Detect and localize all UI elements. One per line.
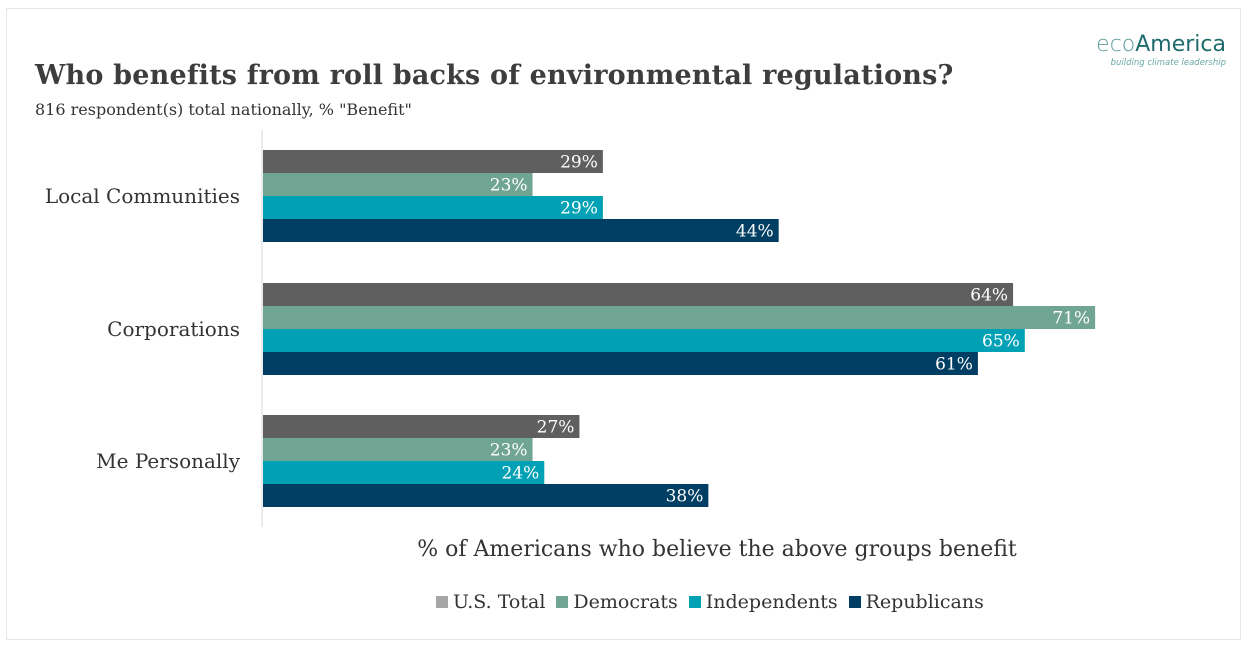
legend-item: U.S. Total — [436, 591, 545, 613]
logo-brand: ecoAmerica — [1096, 34, 1226, 56]
legend-label: Democrats — [573, 591, 678, 613]
bar-value-label: 44% — [736, 222, 774, 242]
logo-brand-eco: eco — [1096, 32, 1136, 57]
bar — [263, 415, 580, 438]
bar — [263, 438, 533, 461]
chart-title: Who benefits from roll backs of environm… — [35, 60, 954, 91]
bar-value-label: 23% — [490, 441, 528, 461]
legend-swatch — [848, 596, 861, 608]
bar — [263, 306, 1096, 329]
bar — [263, 283, 1014, 306]
legend-item: Independents — [688, 591, 838, 613]
legend-item: Republicans — [848, 591, 984, 613]
bar — [263, 352, 978, 375]
bar — [263, 461, 545, 484]
category-label: Me Personally — [96, 449, 241, 473]
bar-value-label: 29% — [560, 153, 598, 173]
bar-value-label: 64% — [970, 286, 1008, 306]
bar — [263, 173, 533, 196]
bar-value-label: 23% — [490, 176, 528, 196]
legend-label: U.S. Total — [453, 591, 546, 613]
legend-swatch — [556, 596, 569, 608]
bar — [263, 219, 779, 242]
logo-tagline: building climate leadership — [1110, 58, 1226, 68]
category-label: Corporations — [107, 317, 240, 341]
bar — [263, 196, 603, 219]
bar-value-label: 65% — [982, 332, 1020, 352]
logo-brand-america: America — [1135, 32, 1226, 57]
bar — [263, 150, 603, 173]
legend-label: Independents — [705, 591, 838, 613]
bar — [263, 329, 1025, 352]
bar-value-label: 24% — [501, 464, 539, 484]
legend-swatch — [688, 596, 701, 608]
ecoamerica-logo: ecoAmerica building climate leadership — [1096, 34, 1226, 69]
chart-legend: U.S. Total Democrats Independents Republica… — [436, 591, 995, 613]
legend-swatch — [436, 596, 448, 608]
legend-label: Republicans — [865, 591, 984, 613]
bar-value-label: 29% — [560, 199, 598, 219]
bar-value-label: 71% — [1052, 309, 1090, 329]
legend-item: Democrats — [556, 591, 678, 613]
x-axis-title: % of Americans who believe the above gro… — [417, 537, 1017, 562]
bar-value-label: 27% — [537, 418, 575, 438]
category-label: Local Communities — [45, 184, 240, 208]
bar-value-label: 38% — [666, 487, 704, 507]
chart-subtitle: 816 respondent(s) total nationally, % "B… — [35, 100, 412, 119]
bar — [263, 484, 709, 507]
bar-value-label: 61% — [935, 355, 973, 375]
